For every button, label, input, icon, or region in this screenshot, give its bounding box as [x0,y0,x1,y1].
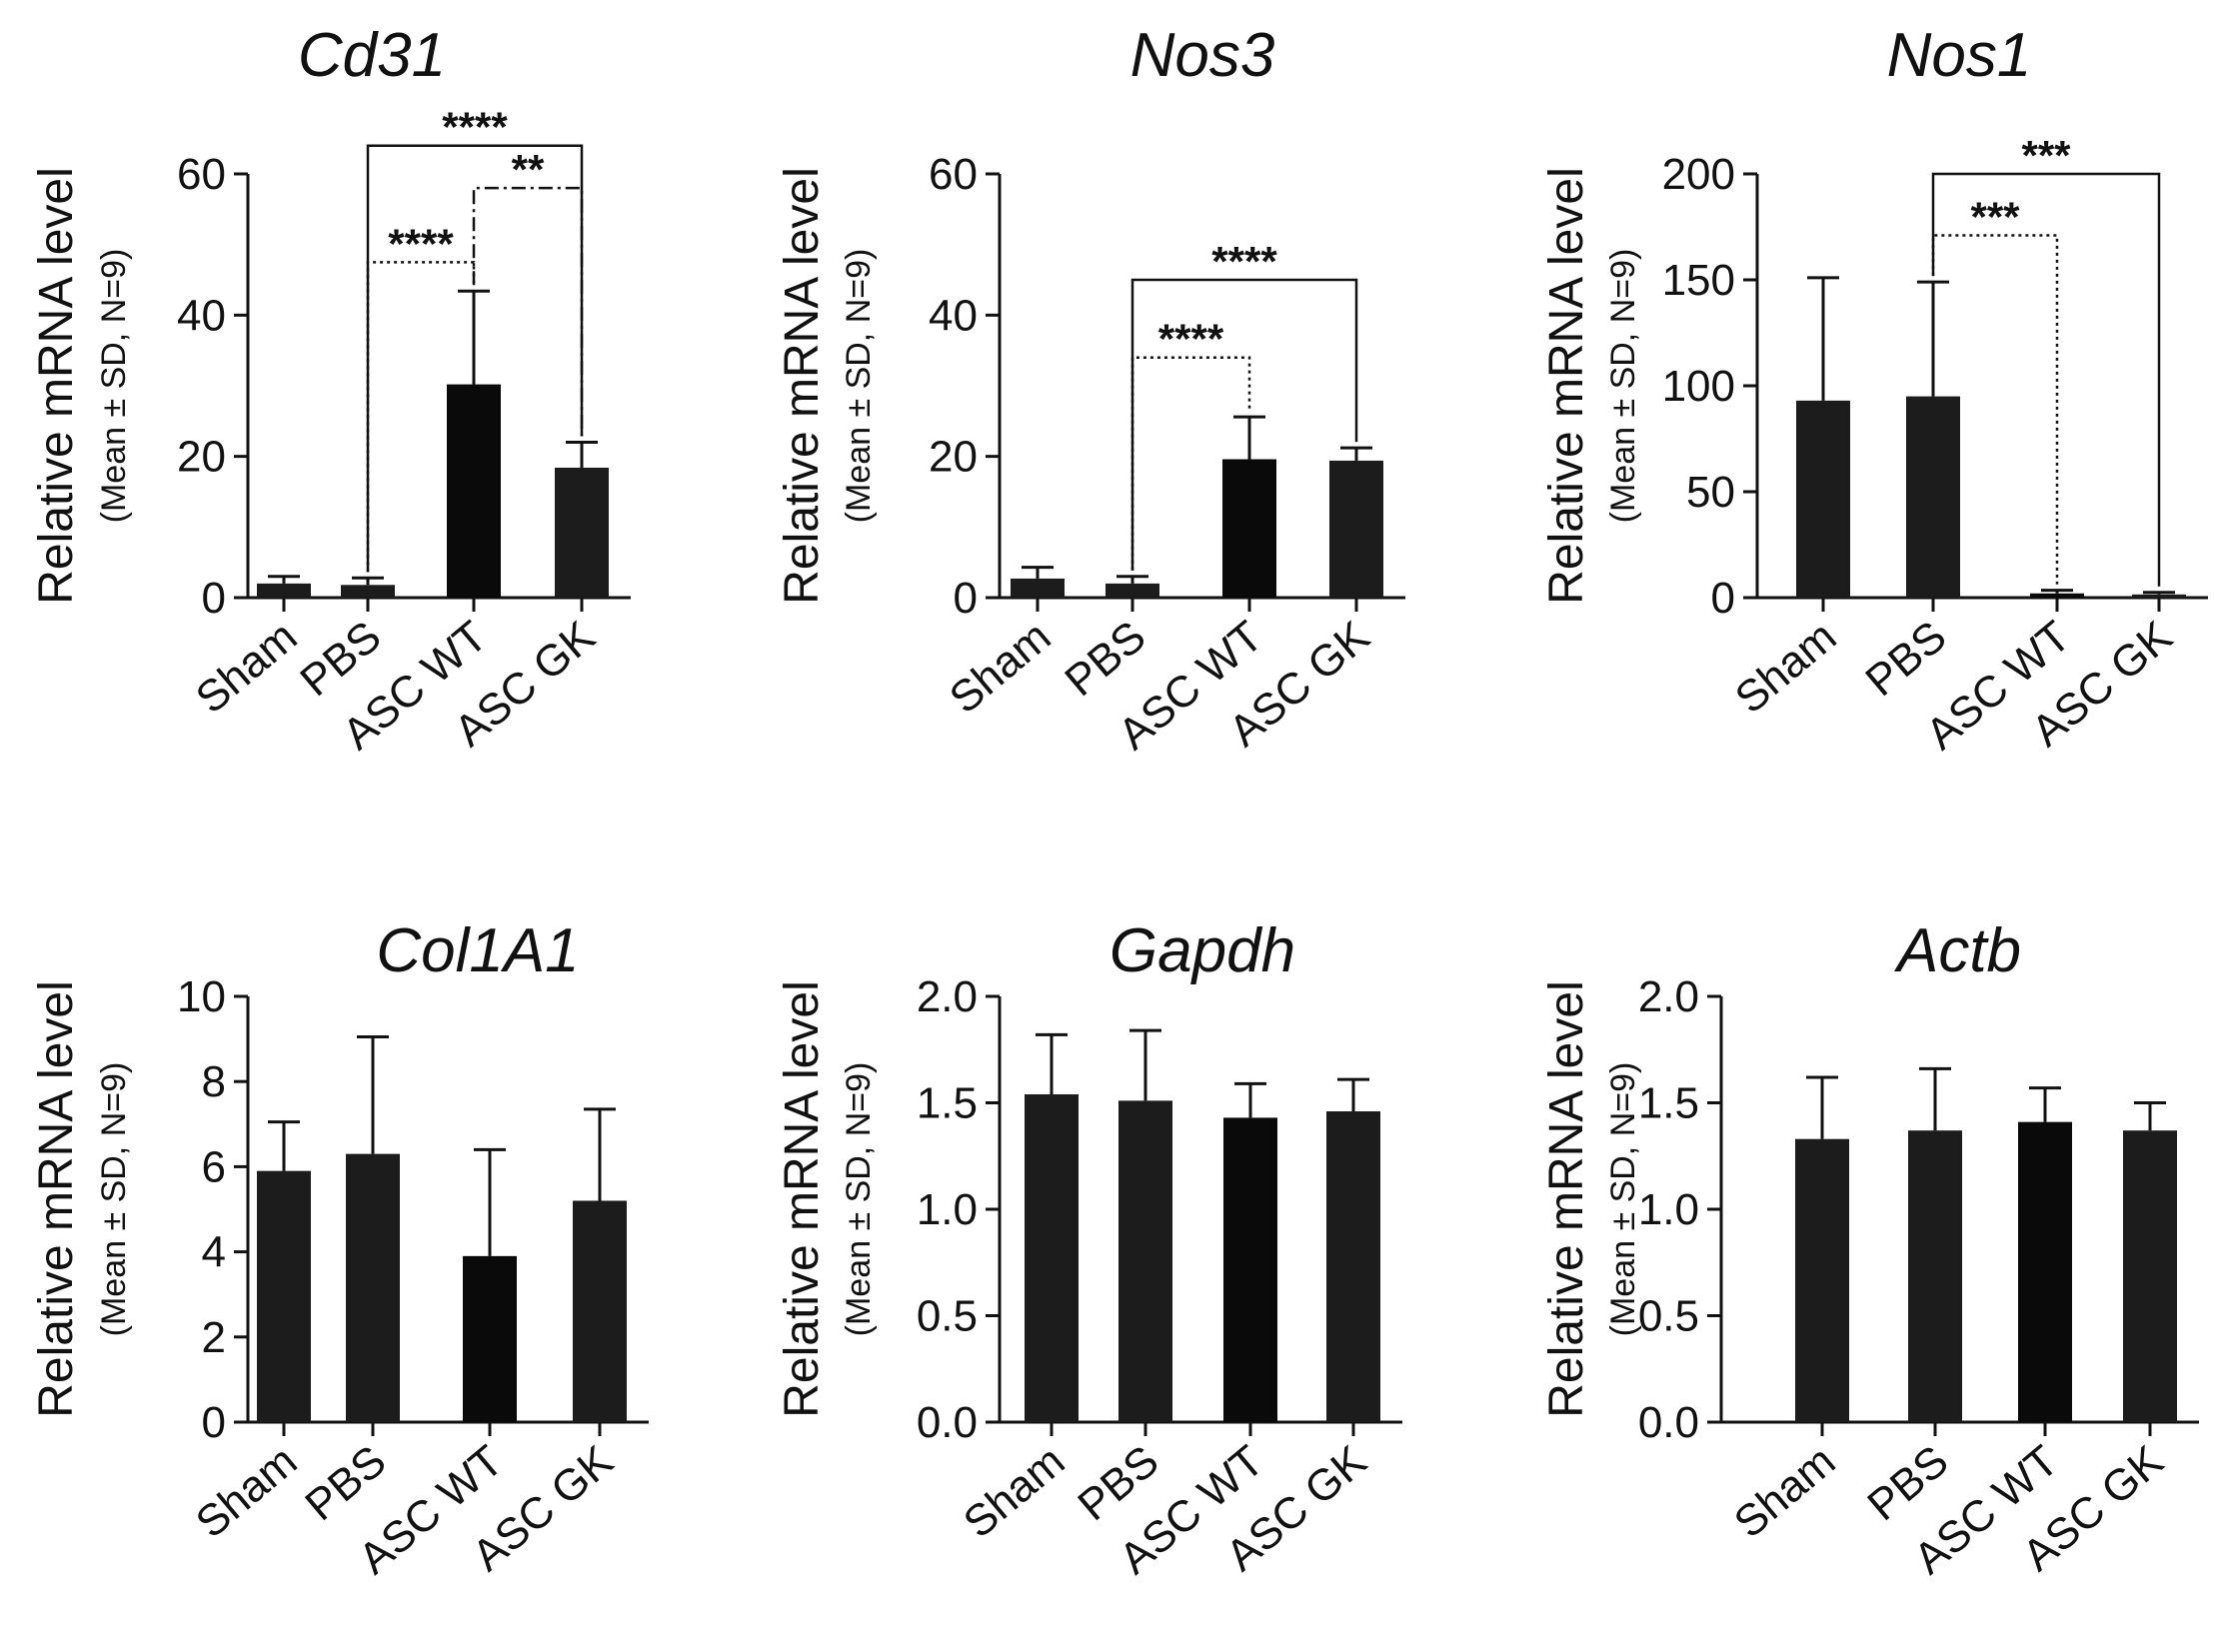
y-axis-sublabel: (Mean ± SD, N=9) [1604,249,1642,524]
significance-label: *** [1970,193,2020,240]
y-axis-label: Relative mRNA level [30,167,83,604]
y-tick-label: 4 [202,1228,226,1277]
significance-bracket [366,261,476,573]
y-tick-label: 0 [1711,574,1735,623]
y-tick-label: 0 [202,574,226,623]
y-tick-label: 2 [202,1313,226,1362]
bar-asc-wt [1223,1117,1277,1422]
significance-label: **** [1158,316,1224,363]
y-tick-label: 60 [177,150,226,199]
y-tick-label: 0.0 [917,1398,978,1447]
significance-label: ** [512,146,545,193]
y-axis-sublabel: (Mean ± SD, N=9) [95,249,133,524]
bar-asc-gk [2123,1130,2177,1422]
y-tick-label: 0 [954,574,978,623]
bar-sham [1011,578,1065,598]
category-label: PBS [1056,612,1154,706]
y-tick-label: 1.5 [1638,1079,1699,1128]
bar-pbs [1906,396,1960,598]
bar-asc-gk [2132,594,2186,598]
significance-bracket [1130,278,1358,571]
significance-label: *** [2021,132,2071,179]
y-tick-label: 6 [202,1142,226,1191]
y-tick-label: 10 [177,972,226,1021]
y-tick-label: 60 [929,150,978,199]
chart-panel-nos3: Nos3 Relative mRNA level (Mean ± SD, N=9) 0… [776,21,1405,760]
category-label: Sham [187,1436,307,1547]
y-axis-sublabel: (Mean ± SD, N=9) [840,1062,878,1337]
y-axis-sublabel: (Mean ± SD, N=9) [1604,1062,1642,1337]
bar-sham [1795,1138,1849,1422]
y-tick-label: 1.5 [917,1079,978,1128]
category-label: Sham [1725,1436,1845,1547]
y-tick-label: 0.0 [1638,1398,1699,1447]
y-tick-label: 2.0 [917,972,978,1021]
chart-panel-col1a1: Col1A1 Relative mRNA level (Mean ± SD, N=9… [30,916,649,1584]
y-axis-label: Relative mRNA level [776,167,829,604]
bar-sham [257,1170,311,1422]
category-label: Sham [187,612,307,723]
chart-title: Cd31 [298,21,446,90]
category-label: Sham [1726,612,1846,723]
bar-asc-gk [1329,460,1383,598]
y-tick-label: 1.0 [917,1185,978,1234]
bar-asc-gk [555,467,609,598]
chart-title: Col1A1 [376,916,579,985]
category-label: Sham [941,612,1061,723]
bar-pbs [1106,583,1159,598]
y-axis-label: Relative mRNA level [1540,980,1593,1417]
y-tick-label: 200 [1662,150,1735,199]
significance-label: **** [388,220,454,267]
y-tick-label: 0 [202,1398,226,1447]
significance-bracket [472,186,584,437]
chart-panel-gapdh: Gapdh Relative mRNA level (Mean ± SD, N=9)… [776,916,1402,1584]
significance-label: **** [1211,238,1277,285]
bar-sham [1796,400,1850,598]
y-axis-label: Relative mRNA level [1540,167,1593,604]
category-label: Sham [955,1436,1075,1547]
y-tick-label: 0.5 [917,1292,978,1341]
bar-pbs [1908,1130,1962,1422]
significance-bracket [1130,356,1251,571]
category-label: PBS [1856,612,1955,706]
bar-asc-wt [463,1255,517,1422]
bar-pbs [1118,1100,1172,1422]
y-tick-label: 0.5 [1638,1292,1699,1341]
bar-sham [1025,1093,1079,1422]
y-tick-label: 50 [1686,468,1735,517]
chart-panel-nos1: Nos1 Relative mRNA level (Mean ± SD, N=9) 0… [1540,21,2208,760]
bar-asc-wt [2018,1121,2072,1422]
chart-panel-cd31: Cd31 Relative mRNA level (Mean ± SD, N=9) 0… [30,21,631,760]
y-tick-label: 40 [177,291,226,340]
chart-title: Gapdh [1109,916,1295,985]
y-tick-label: 1.0 [1638,1185,1699,1234]
bar-asc-gk [573,1200,627,1422]
chart-title: Nos1 [1887,21,2032,90]
category-label: PBS [296,1436,395,1530]
bar-asc-wt [2030,593,2084,598]
bar-asc-wt [447,384,501,598]
bar-asc-gk [1326,1111,1380,1422]
bar-sham [257,583,311,598]
y-tick-label: 100 [1662,362,1735,411]
y-axis-sublabel: (Mean ± SD, N=9) [95,1062,133,1337]
y-tick-label: 150 [1662,256,1735,305]
chart-title: Nos3 [1130,21,1275,90]
y-tick-label: 40 [929,291,978,340]
significance-label: **** [442,104,508,151]
chart-title: Actb [1893,916,2021,985]
y-axis-sublabel: (Mean ± SD, N=9) [840,249,878,524]
y-axis-label: Relative mRNA level [776,980,829,1417]
y-tick-label: 8 [202,1057,226,1106]
y-axis-label: Relative mRNA level [30,980,83,1417]
y-tick-label: 2.0 [1638,972,1699,1021]
significance-bracket [1931,172,2161,587]
bar-asc-wt [1222,459,1276,598]
bar-pbs [346,1153,400,1422]
y-tick-label: 20 [929,433,978,482]
bar-pbs [341,585,395,598]
y-tick-label: 20 [177,433,226,482]
